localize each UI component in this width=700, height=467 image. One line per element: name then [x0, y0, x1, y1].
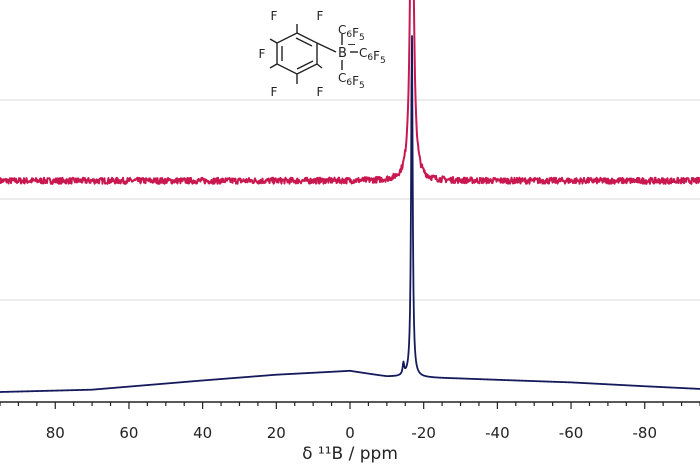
fluorine-label: F [271, 85, 278, 99]
x-tick-label: -40 [485, 424, 510, 442]
x-tick-label: -20 [411, 424, 436, 442]
fluorine-label: F [271, 9, 278, 23]
x-tick-label: 20 [267, 424, 286, 442]
gridlines [0, 99, 700, 301]
x-tick-label: 40 [193, 424, 212, 442]
x-tick-label: 80 [46, 424, 65, 442]
fluorine-label: F [317, 9, 324, 23]
x-tick-label: -80 [632, 424, 657, 442]
substituent-label: C6F5 [359, 46, 386, 66]
spectrum-line [0, 0, 700, 185]
x-tick-label: -60 [559, 424, 584, 442]
x-tick-label: 60 [119, 424, 138, 442]
boron-bonds [341, 34, 358, 70]
boron-label: B [338, 46, 347, 61]
x-axis-label: δ ¹¹B / ppm [302, 444, 398, 464]
x-axis: 80 60 40 20 0 -20 -40 -60 -80 [0, 401, 700, 442]
fluorine-label: F [259, 47, 266, 61]
fluorine-label: F [317, 85, 324, 99]
boron-charge: − [347, 38, 356, 51]
substituent-label: C6F5 [338, 23, 365, 43]
spectrum-line [0, 35, 700, 393]
benzene-ring [269, 24, 337, 84]
substituent-label: C6F5 [338, 71, 365, 91]
series-layer [0, 0, 700, 393]
chemical-structure: F F F F F B − C6F5 C6F5 C6F5 [259, 9, 386, 99]
x-tick-label: 0 [345, 424, 355, 442]
